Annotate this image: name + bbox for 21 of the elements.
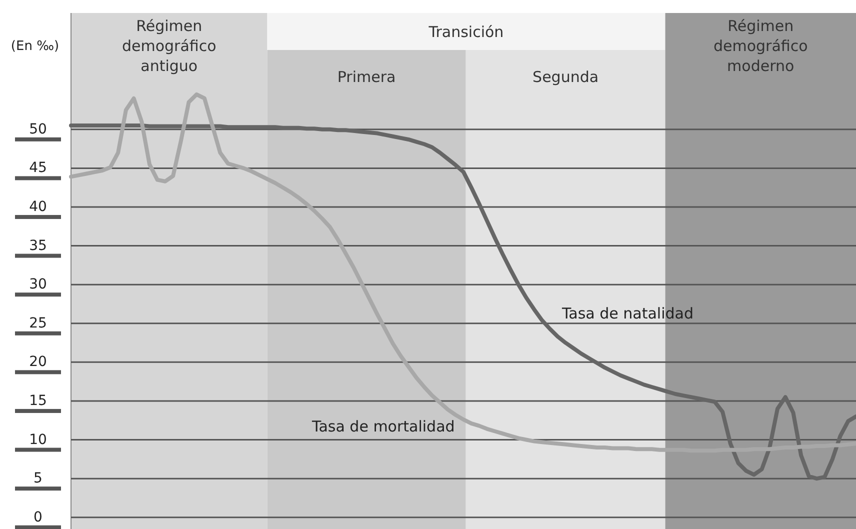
y-tick-label: 45 xyxy=(29,160,47,176)
annotation: Transición xyxy=(428,23,504,41)
y-tick-label: 25 xyxy=(29,315,47,332)
y-tick-label: 50 xyxy=(29,121,47,138)
y-tick-label: 40 xyxy=(29,198,47,215)
y-tick-label: 15 xyxy=(29,392,47,409)
y-axis-title: (En ‰) xyxy=(10,39,60,54)
line-series xyxy=(69,92,856,453)
y-tick-label: 0 xyxy=(34,509,42,526)
annotation: Régimen demográfico moderno xyxy=(713,17,808,75)
y-tick-label: 20 xyxy=(29,354,47,370)
annotation: Primera xyxy=(337,68,396,86)
annotation: Régimen demográfico antiguo xyxy=(122,17,216,75)
y-tick-label: 5 xyxy=(34,470,42,487)
series-label: Tasa de natalidad xyxy=(561,304,694,322)
series-label: Tasa de mortalidad xyxy=(311,418,455,436)
line-series xyxy=(69,124,856,481)
annotation: Segunda xyxy=(532,68,599,86)
y-tick-label: 35 xyxy=(29,238,47,254)
y-tick-label: 30 xyxy=(29,276,47,293)
y-tick-label: 10 xyxy=(29,432,47,448)
